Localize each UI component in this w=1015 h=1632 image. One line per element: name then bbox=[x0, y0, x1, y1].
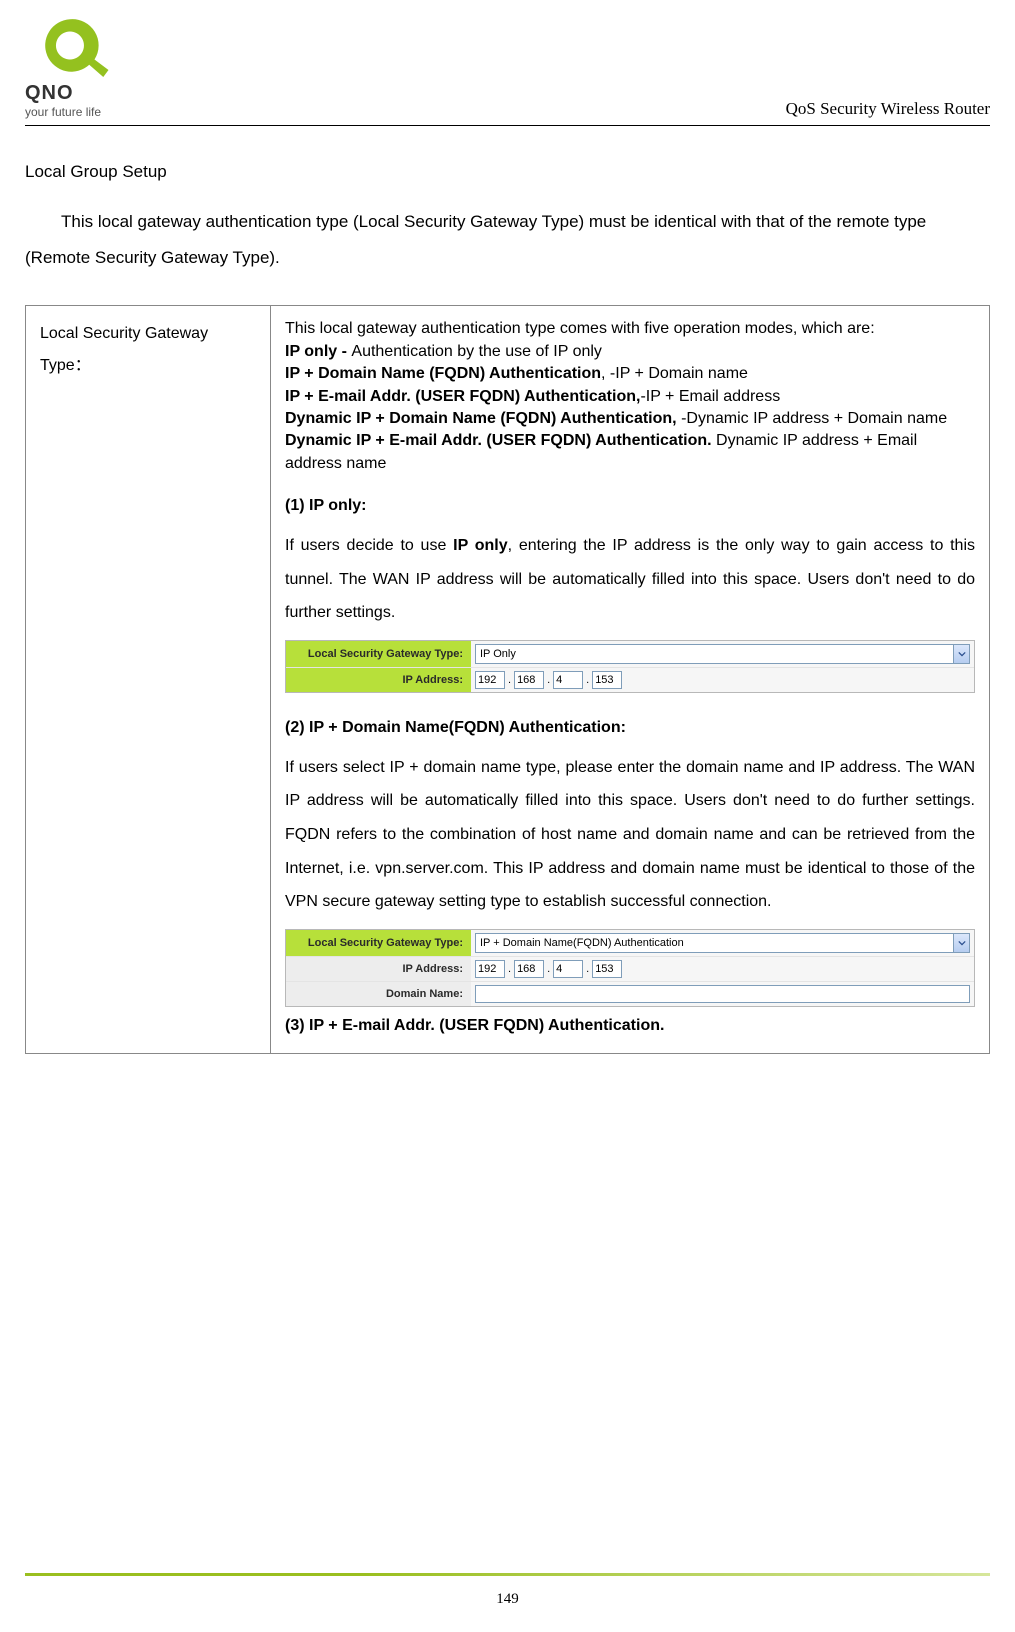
gateway-type-select[interactable]: IP Only bbox=[475, 644, 970, 664]
sub1-heading: (1) IP only: bbox=[285, 497, 975, 515]
page-header: QNO your future life QoS Security Wirele… bbox=[25, 14, 990, 126]
mode-2-rest: , -IP + Domain name bbox=[601, 365, 748, 382]
page-number: 149 bbox=[0, 1591, 1015, 1608]
label-domain-name: Domain Name: bbox=[286, 982, 471, 1006]
brand-tagline: your future life bbox=[25, 105, 101, 119]
modes-list: This local gateway authentication type c… bbox=[285, 318, 975, 475]
footer-rule bbox=[25, 1573, 990, 1576]
sub1-text: If users decide to use IP only, entering… bbox=[285, 529, 975, 630]
mode-5-bold: Dynamic IP + E-mail Addr. (USER FQDN) Au… bbox=[285, 432, 716, 449]
ip2-octet-4[interactable]: 153 bbox=[592, 960, 622, 978]
brand-name: QNO bbox=[25, 82, 74, 105]
label-gateway-type: Local Security Gateway Type: bbox=[286, 641, 471, 667]
chevron-down-icon[interactable] bbox=[953, 934, 969, 952]
ip-octet-2[interactable]: 168 bbox=[514, 671, 544, 689]
mode-1-rest: Authentication by the use of IP only bbox=[351, 343, 602, 360]
ip2-octet-2[interactable]: 168 bbox=[514, 960, 544, 978]
ui-snippet-ip-fqdn: Local Security Gateway Type: IP + Domain… bbox=[285, 929, 975, 1007]
label-ip-address: IP Address: bbox=[286, 668, 471, 692]
sub2-heading: (2) IP + Domain Name(FQDN) Authenticatio… bbox=[285, 719, 975, 737]
mode-1-bold: IP only - bbox=[285, 343, 351, 360]
mode-4-bold: Dynamic IP + Domain Name (FQDN) Authenti… bbox=[285, 410, 681, 427]
label-ip-address-2: IP Address: bbox=[286, 957, 471, 981]
sub3-heading: (3) IP + E-mail Addr. (USER FQDN) Authen… bbox=[285, 1017, 975, 1035]
ip-octet-1[interactable]: 192 bbox=[475, 671, 505, 689]
sub2-text: If users select IP + domain name type, p… bbox=[285, 751, 975, 919]
gateway-type-select-value: IP Only bbox=[480, 648, 516, 660]
table-right-cell: This local gateway authentication type c… bbox=[271, 306, 990, 1053]
brand-logo-block: QNO your future life bbox=[25, 14, 115, 119]
ip-octet-4[interactable]: 153 bbox=[592, 671, 622, 689]
ip-octet-3[interactable]: 4 bbox=[553, 671, 583, 689]
mode-2-bold: IP + Domain Name (FQDN) Authentication bbox=[285, 365, 601, 382]
gateway-type-select-2[interactable]: IP + Domain Name(FQDN) Authentication bbox=[475, 933, 970, 953]
section-title: Local Group Setup bbox=[25, 162, 990, 182]
brand-q-icon bbox=[25, 14, 115, 84]
ui-snippet-ip-only: Local Security Gateway Type: IP Only IP … bbox=[285, 640, 975, 693]
ip2-octet-3[interactable]: 4 bbox=[553, 960, 583, 978]
mode-3-bold: IP + E-mail Addr. (USER FQDN) Authentica… bbox=[285, 388, 640, 405]
mode-4-rest: -Dynamic IP address + Domain name bbox=[681, 410, 947, 427]
content-table: Local Security Gateway Type： This local … bbox=[25, 305, 990, 1053]
gateway-type-select-2-value: IP + Domain Name(FQDN) Authentication bbox=[480, 937, 684, 949]
domain-name-input[interactable] bbox=[475, 985, 970, 1003]
modes-intro: This local gateway authentication type c… bbox=[285, 318, 975, 340]
label-gateway-type-2: Local Security Gateway Type: bbox=[286, 930, 471, 956]
table-left-cell: Local Security Gateway Type： bbox=[26, 306, 271, 1053]
document-title: QoS Security Wireless Router bbox=[786, 99, 990, 119]
ip2-octet-1[interactable]: 192 bbox=[475, 960, 505, 978]
section-intro: This local gateway authentication type (… bbox=[25, 204, 990, 275]
mode-3-rest: -IP + Email address bbox=[640, 388, 780, 405]
chevron-down-icon[interactable] bbox=[953, 645, 969, 663]
